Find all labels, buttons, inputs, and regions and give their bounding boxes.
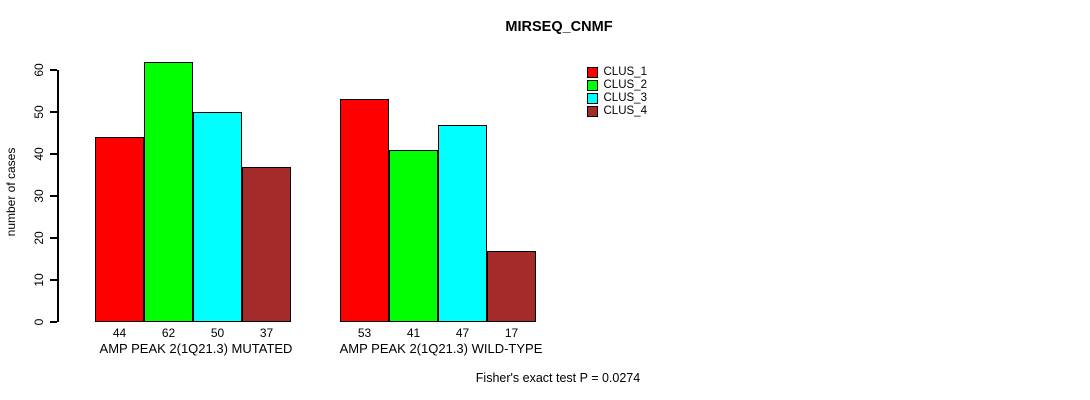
y-tick-label: 20 <box>32 231 46 245</box>
y-tick-label: 0 <box>32 318 46 326</box>
bar-clus_2-group2 <box>389 149 438 322</box>
y-axis-label: number of cases <box>4 147 18 237</box>
y-tick-label: 60 <box>32 63 46 77</box>
legend-label: CLUS_4 <box>603 104 647 117</box>
y-tick-label: 30 <box>32 189 46 203</box>
bar-value-label: 41 <box>406 326 421 340</box>
bar-clus_1-group2 <box>340 99 389 322</box>
bar-value-label: 17 <box>504 326 519 340</box>
bar-clus_2-group1 <box>144 61 193 322</box>
legend-swatch-icon <box>587 67 598 78</box>
bar-clus_1-group1 <box>95 137 144 322</box>
bar-value-label: 62 <box>161 326 176 340</box>
bar-clus_4-group1 <box>242 166 291 322</box>
bar-clus_3-group1 <box>193 112 242 322</box>
legend-swatch-icon <box>587 80 598 91</box>
y-tick-label: 50 <box>32 105 46 119</box>
footnote: Fisher's exact test P = 0.0274 <box>475 371 641 385</box>
bar-value-label: 37 <box>259 326 274 340</box>
legend-row: CLUS_3 <box>587 92 647 105</box>
legend-row: CLUS_1 <box>587 66 647 79</box>
y-tick-label: 40 <box>32 147 46 161</box>
chart-title: MIRSEQ_CNMF <box>505 19 613 35</box>
bar-value-label: 53 <box>357 326 372 340</box>
y-tick-mark <box>50 279 57 281</box>
bar-clus_3-group2 <box>438 124 487 322</box>
bar-clus_4-group2 <box>487 250 536 322</box>
legend-swatch-icon <box>587 93 598 104</box>
y-tick-label: 10 <box>32 273 46 287</box>
y-tick-mark <box>50 237 57 239</box>
y-tick-mark <box>50 69 57 71</box>
group-label: AMP PEAK 2(1Q21.3) WILD-TYPE <box>339 341 543 356</box>
y-axis-line <box>57 70 59 322</box>
group-label: AMP PEAK 2(1Q21.3) MUTATED <box>99 341 293 356</box>
legend-swatch-icon <box>587 106 598 117</box>
bar-value-label: 47 <box>455 326 470 340</box>
y-tick-mark <box>50 153 57 155</box>
y-tick-mark <box>50 195 57 197</box>
legend-label: CLUS_3 <box>603 91 647 104</box>
y-tick-mark <box>50 111 57 113</box>
legend-label: CLUS_2 <box>603 78 647 91</box>
y-tick-mark <box>50 321 57 323</box>
legend-row: CLUS_2 <box>587 79 647 92</box>
legend-label: CLUS_1 <box>603 65 647 78</box>
legend-row: CLUS_4 <box>587 105 647 118</box>
bar-value-label: 50 <box>210 326 225 340</box>
bar-value-label: 44 <box>112 326 127 340</box>
legend: CLUS_1 CLUS_2 CLUS_3 CLUS_4 <box>587 66 647 118</box>
